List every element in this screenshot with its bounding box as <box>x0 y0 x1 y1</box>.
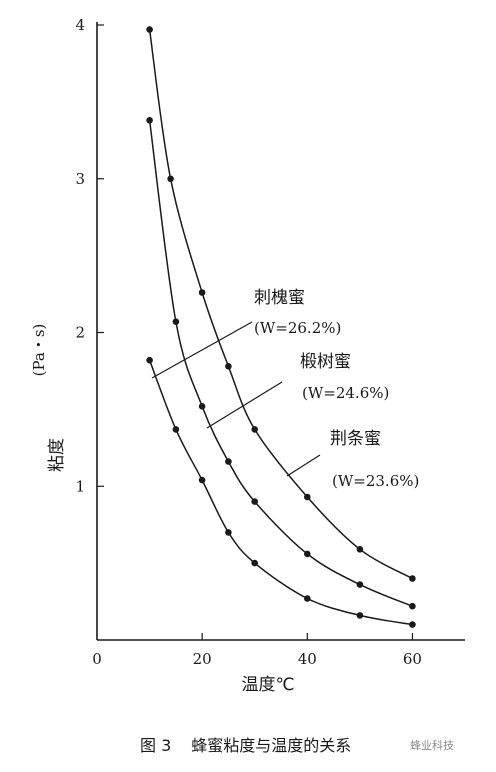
series-water-content-label: (W=23.6%) <box>332 472 419 490</box>
leader-line <box>286 454 321 477</box>
axes <box>96 22 465 641</box>
series-name-label: 荆条蜜 <box>330 429 381 449</box>
series-curve <box>148 120 413 607</box>
data-point <box>409 575 416 582</box>
y-axis-label: 粘度 <box>47 438 67 472</box>
data-point <box>225 458 232 465</box>
y-tick-label: 3 <box>75 170 85 188</box>
series-water-content-label: (W=26.2%) <box>254 319 341 337</box>
data-point <box>251 498 258 505</box>
y-axis-unit: (Pa・s) <box>30 324 48 377</box>
y-tick-label: 2 <box>75 324 85 342</box>
data-point <box>225 363 232 370</box>
watermark: 蜂业科技 <box>410 739 454 752</box>
series-water-content-label: (W=24.6%) <box>302 384 389 402</box>
ticks: 0 20 40 60 1 2 3 4 <box>75 16 422 668</box>
data-point <box>356 581 364 588</box>
data-point <box>198 289 206 296</box>
data-points <box>146 26 416 628</box>
x-tick-label: 60 <box>403 650 422 668</box>
data-point <box>146 117 153 124</box>
data-point <box>304 493 311 501</box>
data-point <box>172 426 180 433</box>
series-annotations: 刺槐蜜 (W=26.2%) 椴树蜜 (W=24.6%) 荆条蜜 (W=23.6%) <box>254 288 419 490</box>
series-name-label: 刺槐蜜 <box>254 288 305 308</box>
data-point <box>356 546 364 553</box>
data-point <box>409 621 416 628</box>
data-point <box>251 426 258 433</box>
data-point <box>167 175 174 183</box>
leader-line <box>151 321 253 379</box>
figure-number: 图 3 <box>140 736 172 755</box>
series-name-label: 椴树蜜 <box>300 352 351 372</box>
leader-lines <box>151 321 321 477</box>
data-point <box>172 318 180 326</box>
data-point <box>198 476 206 484</box>
data-point <box>304 595 311 602</box>
data-point <box>409 602 416 610</box>
data-point <box>146 356 153 364</box>
leader-line <box>206 381 283 429</box>
data-point <box>304 550 311 558</box>
x-axis-label: 温度℃ <box>241 675 294 695</box>
data-point <box>198 403 206 410</box>
figure-caption-text: 蜂蜜粘度与温度的关系 <box>191 736 352 755</box>
x-tick-label: 20 <box>193 650 212 668</box>
data-point <box>356 612 364 619</box>
data-point <box>225 529 232 536</box>
data-point <box>146 26 153 33</box>
data-point <box>251 559 258 567</box>
y-tick-label: 4 <box>75 16 85 34</box>
figure-caption: 图 3 蜂蜜粘度与温度的关系 <box>140 732 351 756</box>
x-tick-label: 0 <box>92 650 102 668</box>
y-tick-label: 1 <box>75 477 85 495</box>
x-tick-label: 40 <box>298 650 317 668</box>
